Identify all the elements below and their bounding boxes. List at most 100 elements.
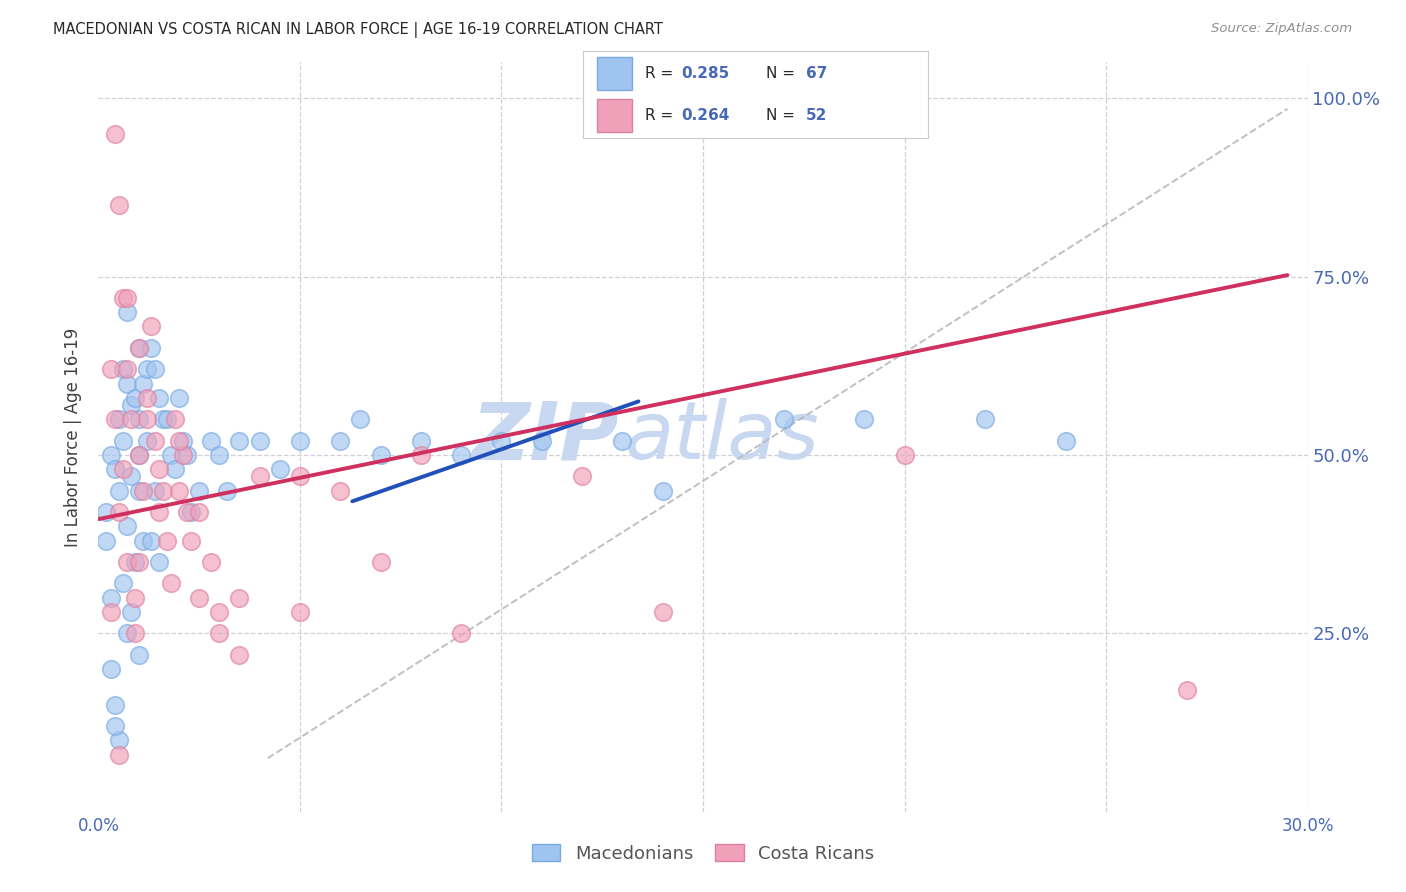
Point <box>893 448 915 462</box>
Point <box>167 391 190 405</box>
Point <box>100 605 122 619</box>
Point <box>249 469 271 483</box>
Point <box>176 505 198 519</box>
Point <box>143 362 166 376</box>
Point <box>100 362 122 376</box>
Point <box>100 591 122 605</box>
Point <box>249 434 271 448</box>
Point <box>100 662 122 676</box>
Point <box>139 533 162 548</box>
Text: ZIP: ZIP <box>471 398 619 476</box>
Point <box>115 555 138 569</box>
Point <box>96 533 118 548</box>
Point <box>974 412 997 426</box>
Point <box>103 412 125 426</box>
Point <box>172 448 194 462</box>
Point <box>120 398 142 412</box>
Point <box>115 305 138 319</box>
Text: Source: ZipAtlas.com: Source: ZipAtlas.com <box>1212 22 1353 36</box>
Point <box>156 412 179 426</box>
Point <box>269 462 291 476</box>
Point <box>180 505 202 519</box>
Point <box>124 555 146 569</box>
Point <box>143 434 166 448</box>
Text: 0.285: 0.285 <box>682 66 730 81</box>
Point <box>208 448 231 462</box>
Point <box>128 483 150 498</box>
Point <box>152 412 174 426</box>
Point <box>100 448 122 462</box>
Point <box>103 698 125 712</box>
Bar <box>598 99 631 132</box>
Point <box>1175 683 1198 698</box>
Point <box>128 412 150 426</box>
Point <box>115 291 138 305</box>
Point <box>107 412 129 426</box>
Point <box>370 555 392 569</box>
Point <box>139 319 162 334</box>
Text: MACEDONIAN VS COSTA RICAN IN LABOR FORCE | AGE 16-19 CORRELATION CHART: MACEDONIAN VS COSTA RICAN IN LABOR FORCE… <box>53 22 664 38</box>
Text: R =: R = <box>645 66 679 81</box>
Point <box>132 483 155 498</box>
Point <box>167 434 190 448</box>
Point <box>208 605 231 619</box>
Text: 52: 52 <box>806 108 827 123</box>
Point <box>200 434 222 448</box>
Point <box>853 412 876 426</box>
Point <box>288 605 311 619</box>
Point <box>450 448 472 462</box>
Point <box>163 412 186 426</box>
Point <box>228 434 250 448</box>
Point <box>135 362 157 376</box>
Text: R =: R = <box>645 108 679 123</box>
Point <box>329 434 352 448</box>
Bar <box>598 57 631 90</box>
Point <box>120 605 142 619</box>
Point <box>115 362 138 376</box>
Point <box>107 733 129 747</box>
Point <box>148 462 170 476</box>
Point <box>409 448 432 462</box>
Point <box>111 462 134 476</box>
Point <box>132 376 155 391</box>
Point <box>228 591 250 605</box>
Point <box>111 291 134 305</box>
Point <box>132 533 155 548</box>
Point <box>115 519 138 533</box>
Point <box>107 747 129 762</box>
Point <box>772 412 794 426</box>
Point <box>111 434 134 448</box>
Point <box>128 648 150 662</box>
Point <box>172 434 194 448</box>
Point <box>612 434 634 448</box>
Point <box>124 391 146 405</box>
Point <box>208 626 231 640</box>
Text: 0.264: 0.264 <box>682 108 730 123</box>
Point <box>288 469 311 483</box>
Text: N =: N = <box>766 108 800 123</box>
Point <box>111 362 134 376</box>
Point <box>135 434 157 448</box>
Point <box>651 605 673 619</box>
Point <box>148 505 170 519</box>
Point <box>156 533 179 548</box>
Point <box>148 391 170 405</box>
Point <box>530 434 553 448</box>
Point <box>217 483 239 498</box>
Point <box>128 555 150 569</box>
Point <box>228 648 250 662</box>
Point <box>409 434 432 448</box>
Point <box>651 483 673 498</box>
Point <box>176 448 198 462</box>
Point <box>103 127 125 141</box>
Point <box>120 469 142 483</box>
Point <box>148 555 170 569</box>
Point <box>491 434 513 448</box>
Point <box>288 434 311 448</box>
Point <box>120 412 142 426</box>
Point <box>115 626 138 640</box>
Point <box>160 576 183 591</box>
Point <box>107 198 129 212</box>
Point <box>1054 434 1077 448</box>
Point <box>370 448 392 462</box>
